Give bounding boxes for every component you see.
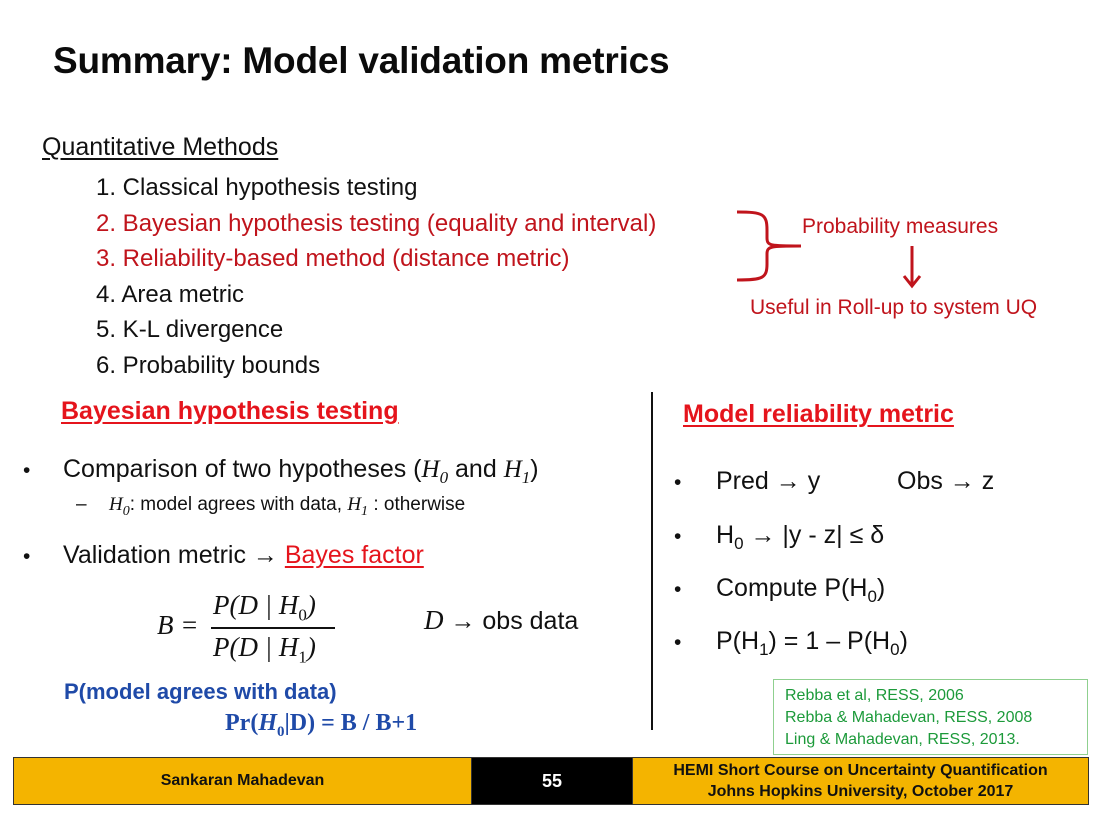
bullet-dot: • [674, 525, 682, 548]
formula-numerator: P(D | H0) [213, 590, 316, 625]
posterior-formula: Pr(H0|D) = B / B+1 [225, 710, 418, 740]
down-arrow-icon [902, 246, 922, 289]
bayes-factor-link[interactable]: Bayes factor [284, 541, 424, 569]
bayesian-heading: Bayesian hypothesis testing [61, 397, 399, 425]
reference-item: Rebba & Mahadevan, RESS, 2008 [785, 709, 1033, 726]
footer-bar: Sankaran Mahadevan 55 HEMI Short Course … [13, 757, 1089, 805]
column-divider [651, 392, 653, 730]
rollup-note: Useful in Roll-up to system UQ [750, 296, 1038, 319]
reliability-heading: Model reliability metric [683, 400, 954, 428]
formula-lhs: B = [157, 610, 199, 640]
bullet-dot: • [674, 631, 682, 654]
obs-data-note: D → obs data [424, 605, 579, 635]
footer-author: Sankaran Mahadevan [14, 758, 472, 804]
method-item: 1. Classical hypothesis testing [96, 174, 418, 201]
method-item: 6. Probability bounds [96, 351, 321, 379]
method-item: 3. Reliability-based method (distance me… [96, 245, 570, 272]
bullet-h0-definition: • H0 → |y - z| ≤ δ [674, 521, 885, 553]
bullet-comparison: • Comparison of two hypotheses (H0 and H1… [23, 455, 539, 487]
quantitative-methods-heading: Quantitative Methods [42, 133, 279, 161]
bullet-validation-metric: • Validation metric → Bayes factor [23, 541, 424, 569]
bullet-compute: • Compute P(H0) [674, 574, 886, 606]
slide-title: Summary: Model validation metrics [53, 40, 670, 81]
fraction-bar [211, 627, 335, 629]
bullet-dot: • [674, 578, 682, 601]
bullet-pred-obs: • Pred → y Obs → z [674, 467, 995, 495]
curly-brace-icon [736, 210, 802, 282]
bullet-dot: • [23, 545, 31, 568]
formula-denominator: P(D | H1) [213, 632, 316, 667]
sub-bullet-hypotheses: – H0: model agrees with data, H1 : otherw… [76, 494, 466, 519]
agree-label: P(model agrees with data) [64, 679, 337, 704]
bullet-dot: • [674, 471, 682, 494]
page-number: 55 [472, 758, 632, 804]
footer-course: HEMI Short Course on Uncertainty Quantif… [632, 758, 1088, 804]
method-item: 5. K-L divergence [96, 316, 284, 343]
reference-item: Ling & Mahadevan, RESS, 2013. [785, 731, 1020, 748]
method-item: 4. Area metric [96, 280, 245, 308]
methods-list: 1. Classical hypothesis testing 2. Bayes… [96, 170, 656, 383]
bullet-dot: • [23, 459, 31, 482]
references-box: Rebba et al, RESS, 2006 Rebba & Mahadeva… [773, 679, 1088, 755]
bullet-complement: • P(H1) = 1 – P(H0) [674, 627, 908, 659]
reference-item: Rebba et al, RESS, 2006 [785, 687, 964, 704]
probability-measures-label: Probability measures [802, 215, 999, 238]
method-item: 2. Bayesian hypothesis testing (equality… [96, 209, 657, 237]
